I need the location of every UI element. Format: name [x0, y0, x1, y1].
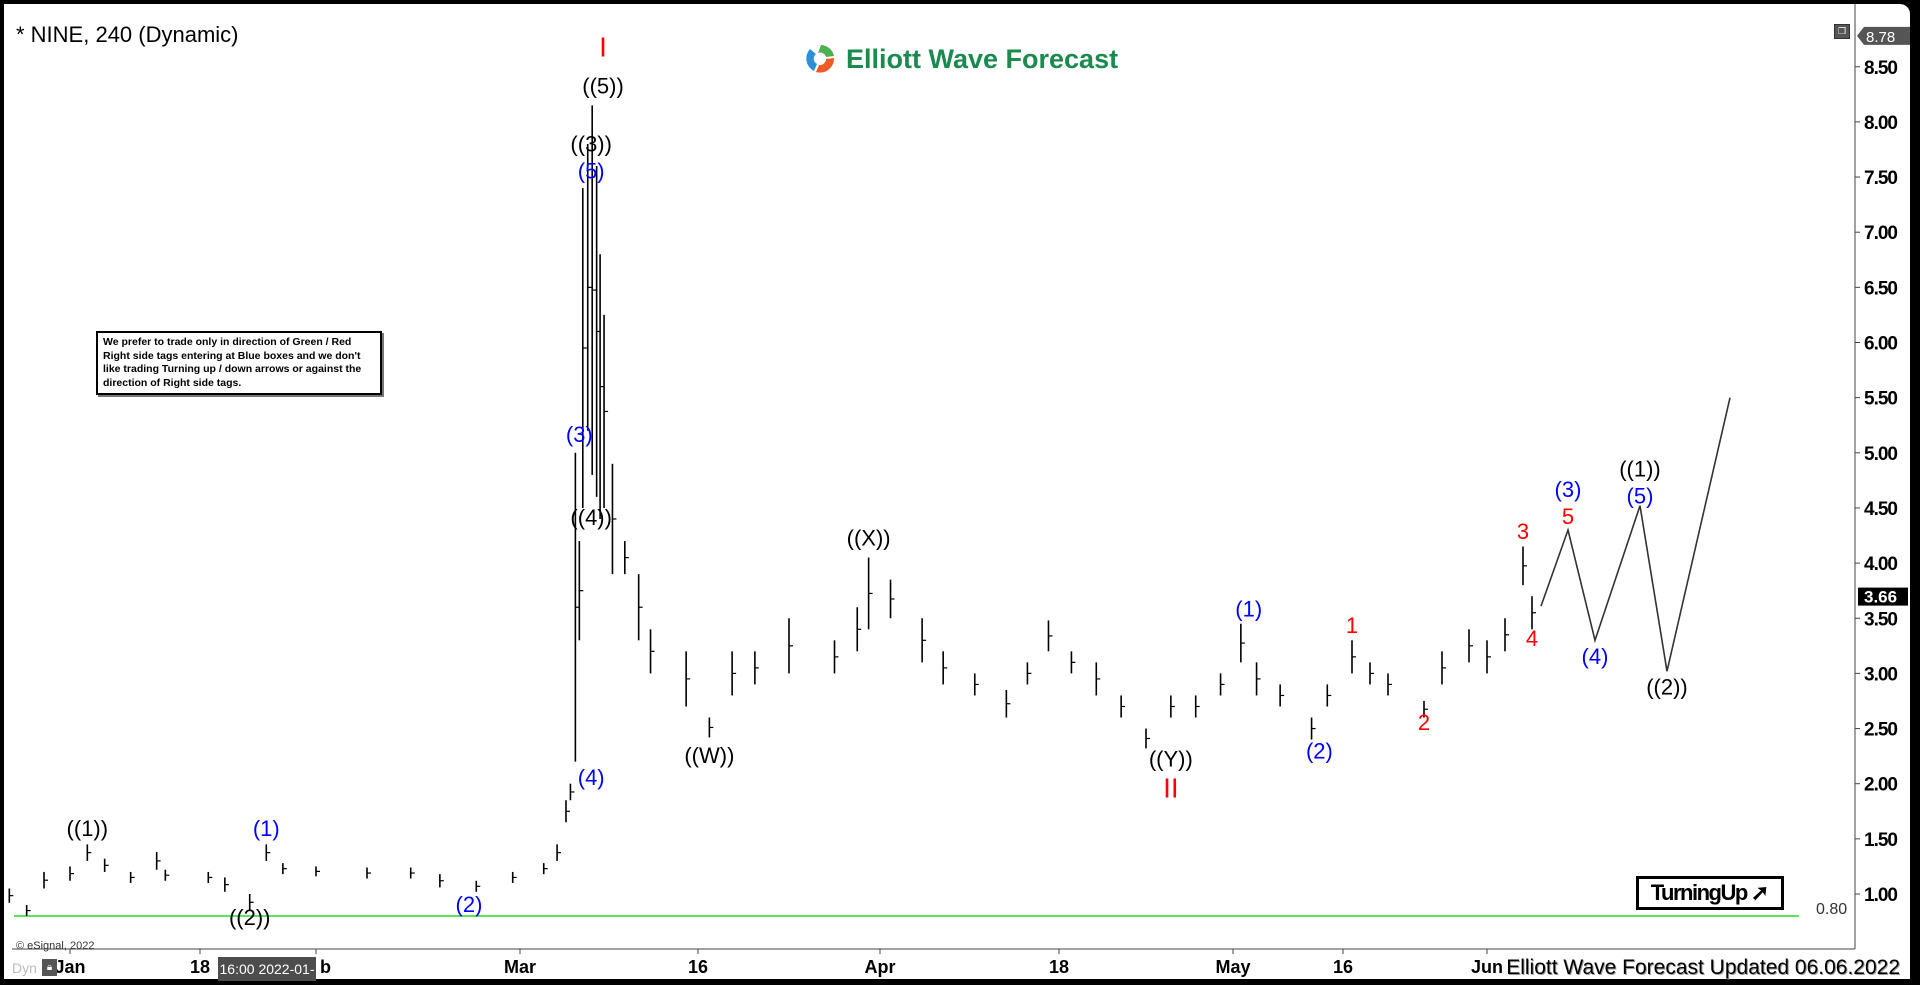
- turning-up-label: TurningUp: [1650, 880, 1749, 905]
- wave-label: (3): [1555, 477, 1582, 502]
- high-price-tag: [1857, 26, 1910, 45]
- y-tick-label: 5.50: [1864, 389, 1897, 410]
- y-tick-label: 6.50: [1864, 278, 1897, 299]
- high-price-tag-label: 8.78: [1866, 29, 1895, 46]
- wave-label: (3): [566, 422, 593, 447]
- copyright: © eSignal, 2022: [16, 940, 95, 952]
- wave-label: ((1)): [67, 816, 109, 841]
- y-tick-label: 4.50: [1864, 499, 1897, 520]
- wave-label: 4: [1526, 626, 1538, 651]
- x-tick-label: Jan: [54, 957, 85, 977]
- y-tick-label: 4.00: [1864, 554, 1897, 575]
- wave-label: ((5)): [582, 74, 624, 99]
- x-tick-label: 18: [190, 957, 210, 977]
- wave-label: (1): [1235, 596, 1262, 621]
- wave-label: ((1)): [1619, 457, 1661, 482]
- last-price-tag-label: 3.66: [1864, 588, 1897, 607]
- trading-note: We prefer to trade only in direction of …: [96, 331, 382, 395]
- wave-label: ((Y)): [1149, 746, 1193, 771]
- x-tick-label: 16: [1333, 957, 1353, 977]
- wave-label: I: [599, 31, 607, 62]
- wave-label: (4): [578, 765, 605, 790]
- wave-label: ((X)): [847, 526, 891, 551]
- wave-label: (2): [1306, 739, 1333, 764]
- y-tick-label: 5.00: [1864, 444, 1897, 465]
- y-tick-label: 6.00: [1864, 334, 1897, 355]
- footer-updated: Elliott Wave Forecast Updated 06.06.2022: [1506, 956, 1900, 979]
- lock-icon[interactable]: 🔒︎: [42, 959, 57, 976]
- price-chart[interactable]: 0.80 1.00 1.50 2.00 2.50 3.00 3.50 4.00 4.50 5.00…: [4, 4, 1910, 979]
- wave-label: ((3)): [570, 132, 612, 157]
- y-tick-label: 7.50: [1864, 168, 1897, 189]
- cursor-time-tooltip: 16:00 2022-01-25: [218, 957, 316, 981]
- y-tick-label: 1.00: [1864, 885, 1897, 906]
- x-tick-label: 16: [688, 957, 708, 977]
- arrow-up-right-icon: ➚: [1750, 880, 1770, 905]
- wave-label: ((2)): [1646, 675, 1688, 700]
- wave-label: 5: [1562, 504, 1574, 529]
- y-tick-label: 7.00: [1864, 223, 1897, 244]
- y-tick-label: 8.00: [1864, 113, 1897, 134]
- x-tick-label: May: [1215, 957, 1250, 977]
- y-tick-label: 2.50: [1864, 720, 1897, 741]
- wave-label: (5): [1627, 484, 1654, 509]
- wave-label: (4): [1582, 644, 1609, 669]
- wave-label: 1: [1346, 613, 1358, 638]
- x-tick-label: Apr: [865, 957, 896, 977]
- turning-up-badge: TurningUp ➚: [1636, 876, 1784, 910]
- y-tick-label: 3.50: [1864, 609, 1897, 630]
- y-tick-label: 3.00: [1864, 664, 1897, 685]
- wave-label: ((2)): [229, 905, 271, 930]
- chart-panel: 0.80 1.00 1.50 2.00 2.50 3.00 3.50 4.00 4.50 5.00…: [4, 4, 1910, 981]
- x-tick-label: 18: [1049, 957, 1069, 977]
- last-price-tag: [1858, 587, 1908, 606]
- wave-label: 3: [1517, 519, 1529, 544]
- wave-label: (1): [253, 816, 280, 841]
- logo: Elliott Wave Forecast: [804, 42, 1118, 76]
- y-tick-label: 8.50: [1864, 58, 1897, 79]
- wave-label: (2): [456, 892, 483, 917]
- support-label: 0.80: [1816, 901, 1847, 918]
- dyn-label[interactable]: Dyn: [12, 960, 37, 976]
- x-tick-label: Jun: [1471, 957, 1503, 977]
- forecast-path: [1540, 397, 1731, 672]
- wave-label: ((4)): [570, 505, 612, 530]
- wave-label: ((W)): [684, 743, 734, 768]
- restore-window-icon[interactable]: ❐: [1834, 24, 1850, 39]
- x-tick-label: b: [320, 957, 331, 977]
- logo-icon: [806, 45, 835, 73]
- wave-label: II: [1163, 773, 1179, 804]
- chart-title: * NINE, 240 (Dynamic): [16, 22, 239, 47]
- x-tick-label: Mar: [504, 957, 536, 977]
- logo-text: Elliott Wave Forecast: [846, 43, 1119, 74]
- wave-label: (5): [578, 159, 605, 184]
- y-tick-label: 1.50: [1864, 830, 1897, 851]
- wave-label: 2: [1418, 710, 1430, 735]
- y-tick-label: 2.00: [1864, 775, 1897, 796]
